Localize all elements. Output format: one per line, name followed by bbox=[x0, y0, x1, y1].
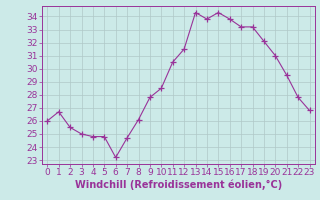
X-axis label: Windchill (Refroidissement éolien,°C): Windchill (Refroidissement éolien,°C) bbox=[75, 180, 282, 190]
